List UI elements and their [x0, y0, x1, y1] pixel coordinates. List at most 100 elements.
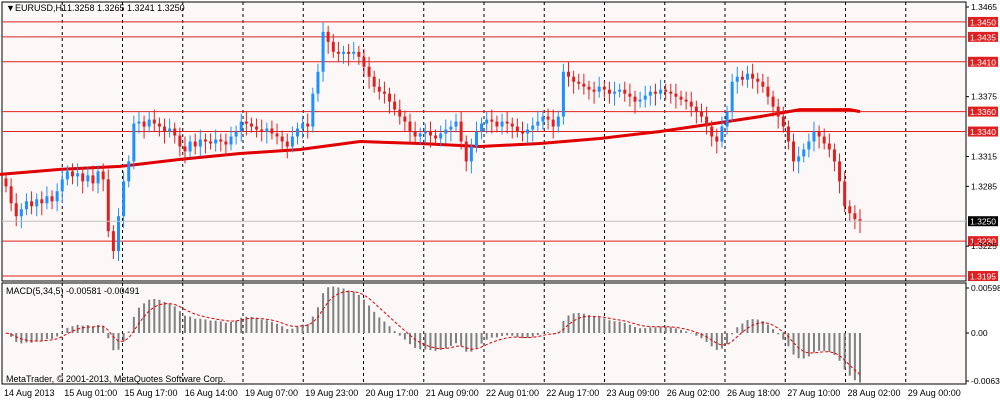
macd-bar: [506, 333, 509, 336]
macd-bar: [582, 313, 585, 333]
macd-y-tick-label: -0.00637: [971, 376, 1000, 386]
macd-bar: [56, 333, 59, 337]
macd-bar: [731, 333, 734, 335]
macd-bar: [700, 333, 703, 339]
x-tick-label: 16 Aug 14:00: [185, 388, 238, 398]
price-level-tag: [968, 16, 998, 27]
macd-bar: [378, 317, 381, 333]
bear-candle: [280, 136, 284, 142]
bull-candle: [86, 175, 90, 182]
bull-candle: [132, 123, 136, 162]
bull-candle: [316, 71, 320, 94]
macd-bar: [143, 303, 146, 333]
macd-bar: [669, 327, 672, 333]
bear-candle: [674, 93, 678, 97]
bear-candle: [362, 56, 366, 67]
bear-candle: [577, 81, 581, 84]
bear-candle: [633, 96, 637, 102]
bull-candle: [725, 111, 729, 127]
bear-candle: [843, 181, 847, 207]
macd-bar: [357, 294, 360, 333]
macd-y-tick-label: 0.00598: [971, 283, 1000, 293]
macd-bar: [501, 333, 504, 336]
price-level-label: 1.3360: [970, 107, 996, 117]
bear-candle: [203, 139, 207, 142]
bull-candle: [239, 121, 243, 132]
bull-candle: [55, 191, 59, 202]
bear-candle: [219, 139, 223, 142]
bear-candle: [679, 96, 683, 100]
macd-y-tick-label: 0.00: [971, 328, 988, 338]
macd-bar: [388, 326, 391, 333]
bear-candle: [715, 136, 719, 142]
macd-bar: [838, 333, 841, 361]
macd-bar: [306, 324, 309, 333]
symbol-label: EURUSD,H1: [15, 3, 67, 13]
bull-candle: [35, 199, 39, 207]
x-tick-label: 14 Aug 2013: [4, 388, 55, 398]
macd-bar: [20, 333, 23, 344]
macd-bar: [61, 332, 64, 333]
horizontal-levels: 1.3450 1.3435 1.3410 1.3360 1.3340 1.3230 1.31…: [2, 16, 998, 282]
macd-bar: [342, 288, 345, 333]
macd-bar: [224, 322, 227, 333]
x-tick-label: 26 Aug 02:00: [667, 388, 720, 398]
price-axis: 1.3465 1.3375 1.3315 1.3285 1.3225 1.3250 0.00…: [2, 2, 1000, 386]
macd-bar: [291, 328, 294, 333]
macd-bar: [35, 333, 38, 342]
macd-bar: [30, 333, 33, 343]
macd-bar: [439, 333, 442, 350]
macd-bar: [593, 316, 596, 333]
macd-bar: [250, 317, 253, 333]
current-price-label: 1.3250: [970, 217, 996, 227]
macd-bar: [761, 321, 764, 333]
macd-bar: [823, 333, 826, 351]
bear-candle: [178, 135, 182, 147]
bear-candle: [602, 86, 606, 90]
bear-candle: [776, 106, 780, 117]
macd-bar: [270, 321, 273, 333]
macd-bar: [45, 333, 48, 340]
macd-bar: [807, 333, 810, 357]
macd-bar: [460, 333, 463, 346]
price-level-label: 1.3230: [970, 237, 996, 247]
bear-candle: [377, 86, 381, 92]
bull-candle: [234, 131, 238, 137]
bear-candle: [336, 51, 340, 54]
macd-bar: [536, 333, 539, 336]
bear-candle: [710, 126, 714, 137]
macd-bar: [419, 333, 422, 350]
bear-candle: [520, 131, 524, 134]
macd-bar: [531, 333, 534, 337]
macd-bar: [720, 333, 723, 349]
price-level-label: 1.3435: [970, 32, 996, 42]
current-price-tag: [968, 216, 998, 227]
macd-bar: [577, 312, 580, 333]
bull-candle: [168, 128, 172, 132]
macd-bar: [787, 333, 790, 347]
macd-bar: [10, 333, 13, 337]
price-level-label: 1.3450: [970, 17, 996, 27]
macd-bar: [214, 320, 217, 333]
macd-bar: [230, 321, 233, 333]
bear-candle: [14, 203, 18, 217]
symbol-arrow-icon[interactable]: ▼: [6, 3, 15, 13]
price-level-label: 1.3410: [970, 57, 996, 67]
macd-bar: [368, 305, 371, 333]
bear-candle: [592, 89, 596, 92]
macd-bar: [194, 318, 197, 333]
bear-candle: [81, 173, 85, 182]
macd-bar: [97, 325, 100, 333]
x-tick-label: 26 Aug 18:00: [727, 388, 780, 398]
macd-bar: [311, 316, 314, 333]
macd-signal-line: [5, 290, 861, 375]
bear-candle: [9, 186, 13, 204]
macd-bar: [644, 328, 647, 333]
macd-bar: [337, 287, 340, 333]
macd-bar: [726, 333, 729, 345]
bear-candle: [388, 93, 392, 102]
macd-bar: [603, 318, 606, 333]
x-tick-label: 27 Aug 10:00: [787, 388, 840, 398]
